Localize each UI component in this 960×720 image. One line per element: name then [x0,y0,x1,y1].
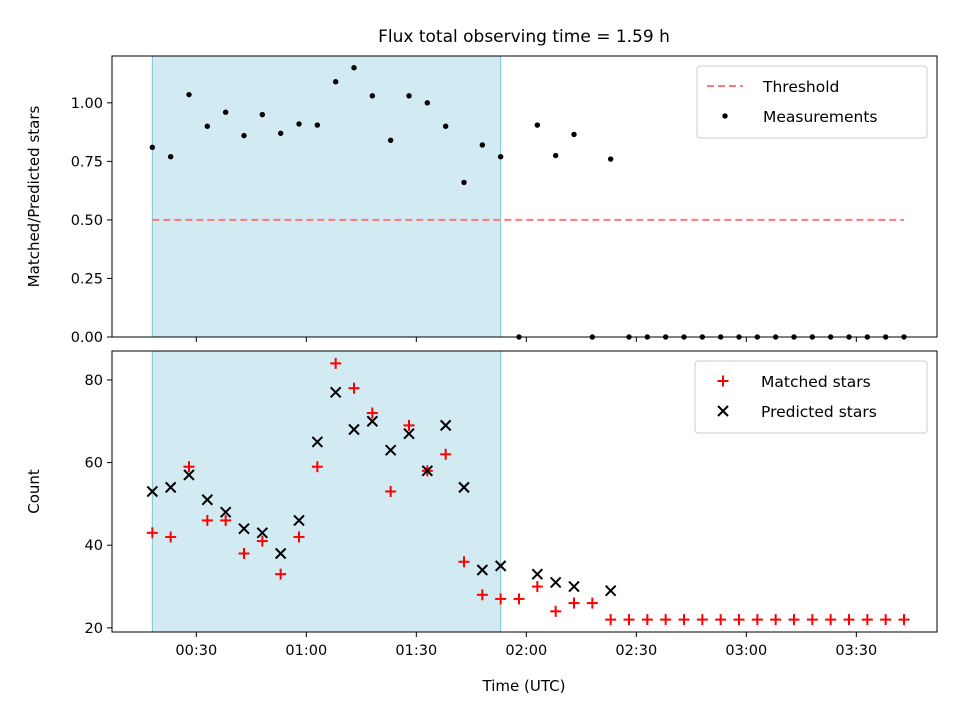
panel-1-series-1-point [553,153,558,158]
panel-1-observing-window [152,56,500,337]
panel-1-series-1-point [296,121,301,126]
panel-1-series-1-point [498,154,503,159]
panel-2-series-1-point [679,614,690,625]
panel-2-series-1-point [807,614,818,625]
panel-1-series-1-point [223,110,228,115]
panel-2-series-1-point [715,614,726,625]
panel-2-series-1-point [624,614,635,625]
panel-1-series-1-point [150,145,155,150]
panel-2-series-1-point [770,614,781,625]
panel-2-series-1-point [789,614,800,625]
panel-1-series-1-point [333,79,338,84]
panel-2-observing-window [152,351,500,632]
panel-2-series-1-point [734,614,745,625]
panel-2-series-1-point [569,598,580,609]
panel-1-y-axis-label: Matched/Predicted stars [25,106,43,288]
x-axis-label: Time (UTC) [482,677,566,695]
panel-1-series-1-point [461,180,466,185]
panel-2-series-1-point [844,614,855,625]
panel-2-y-tick-label: 60 [85,456,103,472]
panel-1-series-1-point [608,156,613,161]
panel-1-series-1-point [278,131,283,136]
panel-1-legend [697,66,927,138]
panel-2-y-tick-label: 20 [85,621,103,637]
panel-1-y-tick-label: 0.50 [71,213,103,229]
panel-2-legend [695,361,927,433]
panel-2-y-tick-label: 80 [85,373,103,389]
panel-1-series-1-point [168,154,173,159]
panel-2-series-1-point [605,614,616,625]
panel-1-series-1-point [443,124,448,129]
panel-2-series-1-point [550,606,561,617]
x-tick-label: 01:00 [285,643,327,659]
panel-2-y-tick-label: 40 [85,538,103,554]
chart-title: Flux total observing time = 1.59 h [378,27,670,47]
panel-2-series-1-point [660,614,671,625]
panel-2-series-1-point [825,614,836,625]
panel-1-series-1-point [315,122,320,127]
panel-2-legend-label: Matched stars [761,373,871,391]
panel-2-series-1-point [532,581,543,592]
panel-2-series-1-point [587,598,598,609]
panel-1-series-1-point [370,93,375,98]
panel-1-legend-swatch [722,113,727,118]
chart-canvas: Flux total observing time = 1.59 h Time … [0,0,960,720]
panel-2-series-1-point [642,614,653,625]
panel-2-y-axis-label: Count [25,469,43,514]
panel-2-series-2-point [551,577,561,587]
panel-1-y-tick-label: 0.00 [71,330,103,346]
x-tick-label: 01:30 [395,643,437,659]
x-tick-label: 03:00 [725,643,767,659]
panel-1-series-1-point [425,100,430,105]
panel-1-series-1-point [388,138,393,143]
panel-2-series-1-point [752,614,763,625]
panel-1-y-tick-label: 1.00 [71,96,103,112]
panel-2-series-1-point [862,614,873,625]
panel-1-series-1-point [480,142,485,147]
x-tick-label: 03:30 [835,643,877,659]
panel-2-series-2-point [532,569,542,579]
panel-2-series-2-point [606,586,616,596]
panel-2-legend-label: Predicted stars [761,403,877,421]
panel-2-series-2-point [569,582,579,592]
panel-1-y-tick-label: 0.75 [71,154,103,170]
panel-1-legend-label: Measurements [763,108,878,126]
panel-1-series-1-point [186,92,191,97]
panel-1-series-1-point [406,93,411,98]
panel-1-series-1-point [351,65,356,70]
x-tick-label: 00:30 [175,643,217,659]
panel-1-series-1-point [241,133,246,138]
panel-2-series-1-point [697,614,708,625]
panel-1-series-1-point [260,112,265,117]
panel-1-series-1-point [535,122,540,127]
panel-1-legend-label: Threshold [762,78,839,96]
x-tick-label: 02:30 [615,643,657,659]
x-tick-label: 02:00 [505,643,547,659]
panel-2-series-1-point [514,593,525,604]
panel-1-y-tick-label: 0.25 [71,271,103,287]
panel-1-series-1-point [571,132,576,137]
panel-2-series-1-point [899,614,910,625]
panel-2-series-1-point [880,614,891,625]
panel-1-series-1-point [205,124,210,129]
